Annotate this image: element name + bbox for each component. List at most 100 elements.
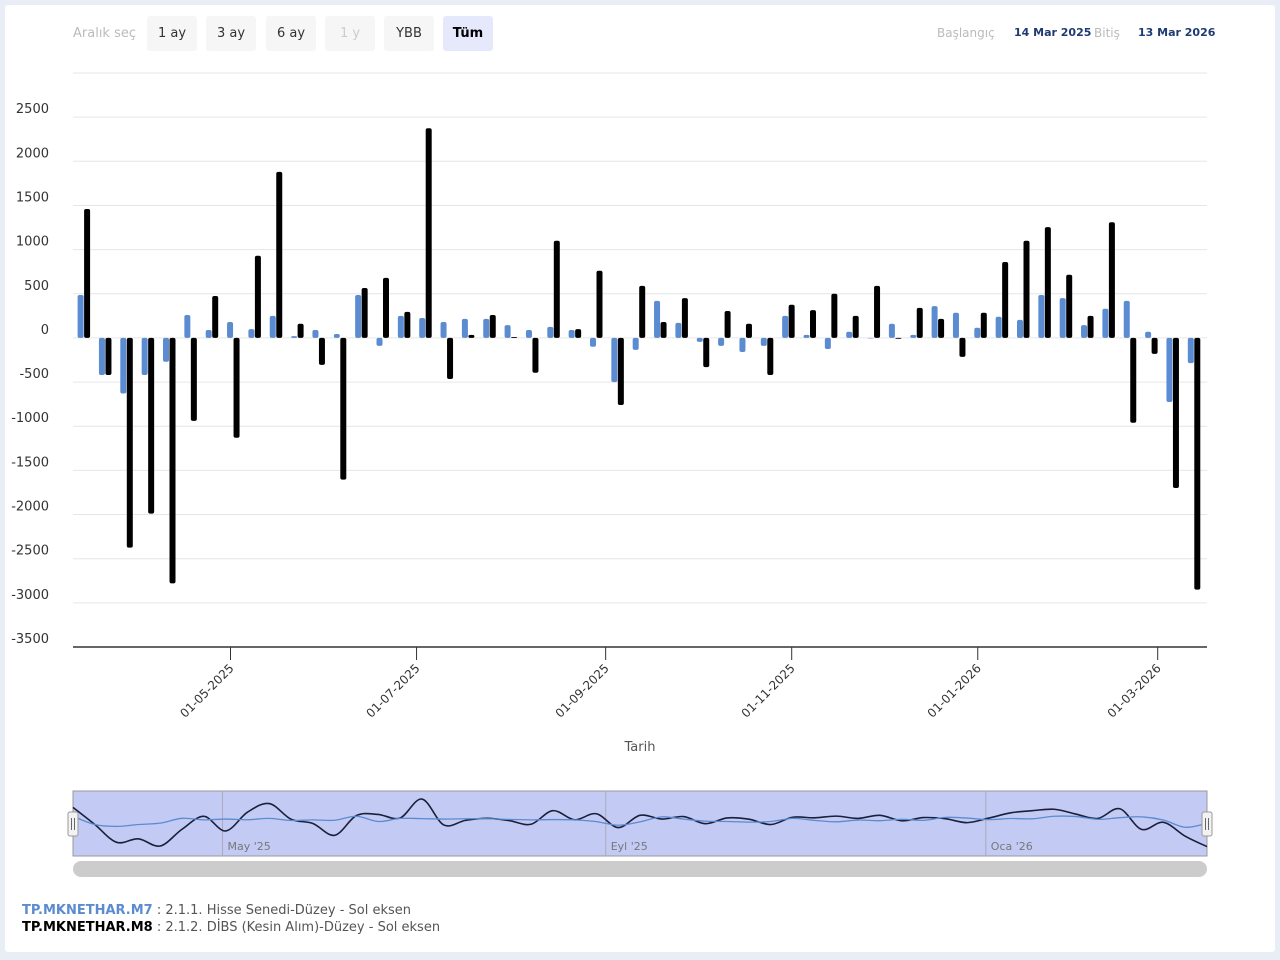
range-button-2[interactable]: 6 ay: [266, 16, 316, 51]
bar-m7: [696, 337, 703, 342]
bar-m8: [553, 240, 560, 338]
bar-m7: [910, 334, 917, 338]
to-date-input[interactable]: 13 Mar 2026: [1138, 26, 1216, 39]
bar-m7: [611, 337, 618, 383]
bar-m8: [703, 337, 710, 368]
bar-m8: [532, 337, 539, 373]
bar-m7: [525, 329, 532, 338]
bar-m7: [120, 337, 127, 394]
navigator-label: Oca '26: [991, 840, 1033, 853]
range-button-4[interactable]: YBB: [384, 16, 434, 51]
bar-m7: [590, 337, 596, 347]
bar-m7: [184, 314, 191, 338]
to-label: Bitiş: [1094, 26, 1120, 40]
bar-m8: [916, 307, 923, 338]
bar-m7: [504, 325, 511, 338]
legend-code: TP.MKNETHAR.M8: [22, 920, 153, 935]
bar-m7: [867, 337, 874, 339]
navigator-label: May '25: [228, 840, 271, 853]
bar-m8: [169, 337, 176, 584]
bar-m8: [468, 334, 475, 338]
bar-m8: [447, 337, 454, 379]
bar-m7: [77, 295, 84, 338]
y-tick-label: 1500: [16, 190, 49, 205]
bar-m8: [126, 337, 133, 548]
bar-m7: [632, 337, 639, 350]
range-button-3: 1 y: [325, 16, 375, 51]
bar-m8: [639, 285, 646, 338]
bar-m8: [297, 323, 304, 338]
bar-m8: [767, 337, 774, 376]
navigator-mask: [72, 790, 1208, 857]
legend-desc: : 2.1.2. DİBS (Kesin Alım)-Düzey - Sol e…: [152, 920, 441, 935]
bar-m7: [974, 327, 981, 338]
bar-m7: [355, 295, 362, 338]
bar-m7: [952, 312, 959, 338]
from-date-input[interactable]: 14 Mar 2025: [1014, 26, 1092, 39]
range-button-1[interactable]: 3 ay: [206, 16, 256, 51]
bar-m8: [105, 337, 112, 376]
bar-m8: [617, 337, 624, 406]
bar-m7: [1081, 325, 1088, 338]
bar-m7: [803, 334, 810, 338]
y-tick-label: 2500: [16, 102, 49, 117]
bar-m7: [333, 333, 340, 338]
navigator-series-line: [72, 815, 1208, 828]
bar-m7: [1038, 295, 1045, 338]
bar-m7: [995, 316, 1002, 338]
bar-m8: [660, 322, 667, 338]
bar-m7: [227, 322, 234, 338]
range-button-5[interactable]: Tüm: [443, 16, 493, 51]
bar-m8: [1066, 274, 1073, 338]
navigator-series-line: [72, 798, 1208, 848]
bar-m7: [1145, 331, 1152, 338]
bar-m8: [1002, 261, 1009, 338]
bar-m8: [1194, 337, 1201, 590]
from-label: Başlangıç: [937, 26, 995, 40]
scrollbar-thumb[interactable]: [73, 861, 1207, 877]
bar-m8: [681, 298, 688, 338]
bar-m8: [938, 318, 945, 338]
bar-m8: [318, 337, 325, 365]
bar-m8: [511, 337, 518, 338]
bar-m7: [376, 337, 383, 346]
bar-m7: [931, 306, 938, 338]
y-tick-label: -2000: [11, 500, 49, 515]
navigator-handle-right[interactable]: [1201, 811, 1213, 837]
bar-m8: [489, 314, 496, 338]
bar-m7: [1123, 300, 1130, 338]
bar-m8: [724, 310, 731, 338]
bar-m7: [1102, 308, 1109, 338]
bar-m7: [782, 315, 789, 338]
legend-item-m7[interactable]: TP.MKNETHAR.M7 : 2.1.1. Hisse Senedi-Düz…: [22, 903, 411, 918]
bar-m7: [1187, 337, 1194, 364]
bar-m8: [254, 255, 261, 338]
legend-item-m8[interactable]: TP.MKNETHAR.M8 : 2.1.2. DİBS (Kesin Alım…: [22, 920, 440, 935]
bar-m8: [1172, 337, 1179, 489]
bar-m7: [440, 322, 447, 338]
x-tick-label: 01-11-2025: [739, 661, 798, 720]
bar-m8: [340, 337, 347, 480]
bar-m8: [852, 315, 859, 338]
bar-m7: [1166, 337, 1173, 402]
x-tick-label: 01-07-2025: [363, 661, 422, 720]
bar-m7: [1017, 319, 1023, 338]
bar-m8: [404, 311, 411, 338]
bar-m7: [205, 329, 212, 338]
bar-m7: [675, 322, 682, 338]
bar-m7: [739, 337, 746, 353]
bar-m7: [1059, 298, 1066, 338]
bar-m7: [269, 315, 276, 338]
y-tick-label: 1000: [16, 235, 49, 250]
bar-m7: [291, 336, 298, 338]
bar-m7: [419, 318, 426, 338]
bar-m7: [568, 329, 575, 338]
navigator-handle-left[interactable]: [67, 811, 79, 837]
bar-m8: [575, 329, 582, 338]
range-button-0[interactable]: 1 ay: [147, 16, 197, 51]
bar-m8: [831, 293, 838, 338]
bar-m8: [212, 295, 219, 338]
legend-desc: : 2.1.1. Hisse Senedi-Düzey - Sol eksen: [152, 903, 412, 918]
bar-m8: [788, 304, 795, 338]
range-selector-label: Aralık seç: [73, 26, 137, 41]
